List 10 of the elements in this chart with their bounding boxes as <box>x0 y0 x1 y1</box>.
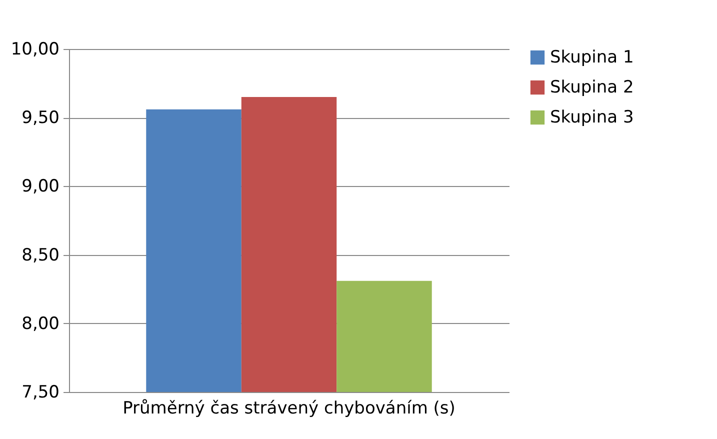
y-tick-label: 9,00 <box>22 176 60 197</box>
y-tick-label: 7,50 <box>22 382 60 402</box>
legend-label: Skupina 3 <box>550 108 634 128</box>
legend-label: Skupina 1 <box>550 48 634 68</box>
x-tick-label: Průměrný čas strávený chybováním (s) <box>122 398 456 418</box>
y-tick-label: 10,00 <box>10 40 60 60</box>
y-tick-label: 8,00 <box>22 314 60 334</box>
legend-label: Skupina 2 <box>550 78 634 98</box>
y-tick-label: 8,50 <box>22 245 60 266</box>
y-tick-label: 9,50 <box>22 108 60 128</box>
